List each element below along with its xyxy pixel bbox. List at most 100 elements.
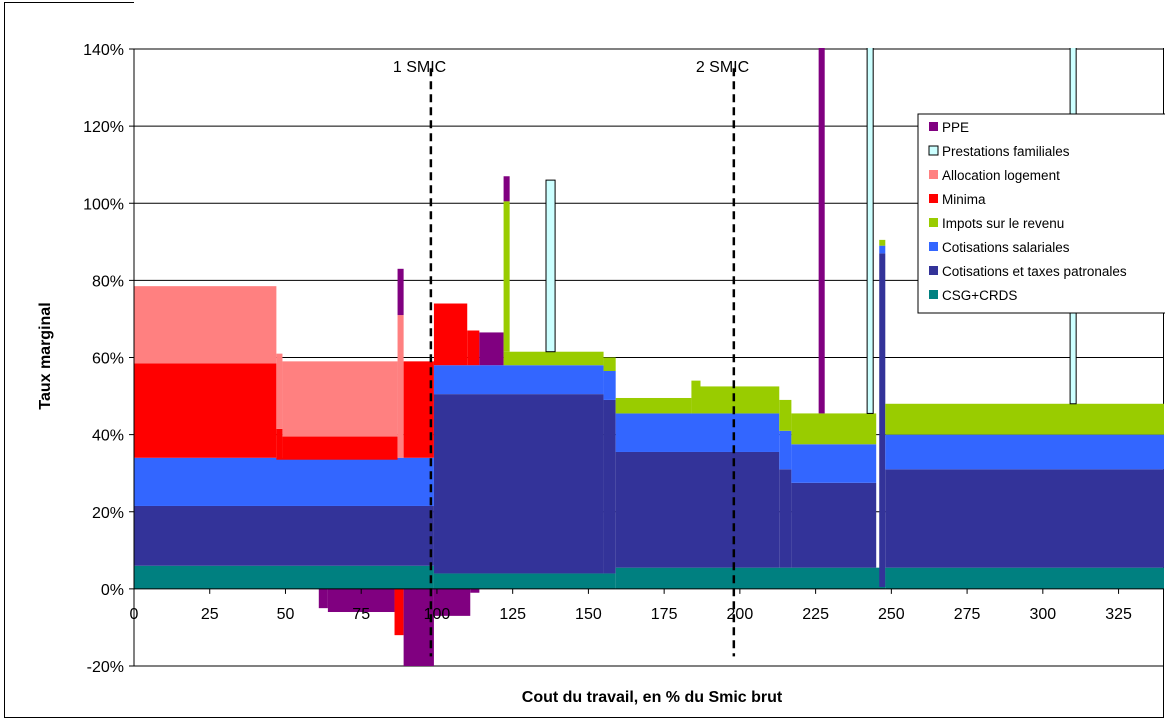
x-tick-label: 225: [802, 606, 829, 623]
legend-swatch-cotisations-et-taxes-patronales: [929, 266, 938, 275]
segment-ppe: [470, 588, 480, 593]
segment-impots-sur-le-revenu: [700, 386, 780, 414]
segment-csg-crds: [433, 573, 616, 589]
x-tick-label: 275: [954, 606, 981, 623]
legend-label: Impots sur le revenu: [942, 216, 1064, 231]
reference-line-label: 1 SMIC: [393, 59, 446, 76]
stacked-segments: [134, 0, 1164, 666]
segment-ppe: [433, 588, 471, 616]
segment-ppe: [397, 268, 404, 316]
segment-cotisations-salariales: [779, 430, 792, 470]
segment-minima: [276, 428, 283, 460]
x-tick-label: 175: [651, 606, 678, 623]
segment-ppe: [479, 332, 504, 366]
segment-cotisations-et-taxes-patronales: [879, 253, 886, 587]
y-tick-label: 0%: [101, 582, 124, 599]
segment-csg-crds: [885, 567, 1164, 589]
x-tick-label: 325: [1105, 606, 1132, 623]
segment-csg-crds: [134, 565, 434, 589]
segment-allocation-logement: [134, 286, 277, 364]
legend-label: PPE: [942, 120, 969, 135]
segment-minima: [394, 588, 404, 636]
x-tick-label: 0: [130, 606, 139, 623]
segment-ppe: [318, 588, 328, 609]
y-tick-label: 40%: [92, 428, 124, 445]
segment-impots-sur-le-revenu: [503, 201, 510, 352]
legend-box: [917, 113, 1165, 314]
y-axis-title: Taux marginal: [37, 302, 54, 409]
legend-label: Allocation logement: [942, 168, 1060, 183]
y-tick-label: 120%: [83, 119, 124, 136]
segment-cotisations-et-taxes-patronales: [603, 399, 616, 574]
segment-minima: [467, 330, 480, 366]
axes: -20% 0% 20% 40% 60% 80% 100% 120% 140% 0 25 50 75 100…: [83, 42, 1132, 676]
y-tick-label: 100%: [83, 196, 124, 213]
x-tick-label: 100: [424, 606, 451, 623]
legend-swatch-csg-crds: [929, 290, 938, 299]
x-axis-title: Cout du travail, en % du Smic brut: [522, 689, 783, 706]
segment-ppe: [818, 41, 825, 414]
segment-cotisations-salariales: [615, 413, 780, 452]
x-tick-label: 250: [878, 606, 905, 623]
segment-impots-sur-le-revenu: [615, 397, 692, 414]
x-tick-label: 200: [727, 606, 754, 623]
y-tick-label: -20%: [87, 659, 124, 676]
segment-ppe: [403, 588, 434, 666]
legend-swatch-prestations-familiales: [928, 145, 939, 156]
y-tick-label: 80%: [92, 273, 124, 290]
segment-cotisations-et-taxes-patronales: [779, 469, 792, 568]
x-tick-label: 125: [499, 606, 526, 623]
y-tick-label: 140%: [83, 42, 124, 59]
segment-impots-sur-le-revenu: [603, 357, 616, 371]
segment-cotisations-et-taxes-patronales: [134, 505, 434, 566]
legend-swatch-ppe: [929, 122, 938, 131]
legend-label: Cotisations et taxes patronales: [942, 264, 1127, 279]
plot-top-mask: [134, 0, 1164, 48]
segment-cotisations-salariales: [791, 444, 877, 483]
segment-cotisations-salariales: [603, 370, 616, 400]
segment-allocation-logement: [282, 361, 398, 437]
segment-impots-sur-le-revenu: [885, 403, 1164, 435]
legend-label: Prestations familiales: [942, 144, 1070, 159]
y-tick-label: 20%: [92, 505, 124, 522]
segment-prestations-familiales: [545, 179, 556, 353]
reference-line-label: 2 SMIC: [696, 59, 749, 76]
legend-swatch-impots-sur-le-revenu: [929, 218, 938, 227]
segment-minima: [433, 303, 468, 366]
segment-impots-sur-le-revenu: [691, 380, 701, 414]
x-tick-label: 75: [352, 606, 370, 623]
segment-cotisations-salariales: [885, 434, 1164, 470]
x-tick-label: 50: [277, 606, 295, 623]
segment-cotisations-salariales: [879, 245, 886, 254]
y-tick-label: 60%: [92, 351, 124, 368]
legend-swatch-allocation-logement: [929, 170, 938, 179]
segment-minima: [403, 361, 434, 458]
segment-impots-sur-le-revenu: [791, 413, 877, 445]
x-tick-label: 25: [201, 606, 219, 623]
segment-cotisations-et-taxes-patronales: [615, 451, 780, 568]
legend: PPE Prestations familiales Allocation loge…: [917, 113, 1165, 314]
reference-lines: 1 SMIC 2 SMIC: [393, 59, 749, 657]
segment-allocation-logement: [397, 315, 404, 458]
legend-label: Minima: [942, 192, 986, 207]
x-tick-label: 150: [575, 606, 602, 623]
segment-cotisations-et-taxes-patronales: [791, 482, 877, 568]
segment-ppe: [327, 588, 395, 613]
segment-prestations-familiales: [866, 40, 874, 414]
segment-cotisations-salariales: [134, 457, 434, 506]
segment-impots-sur-le-revenu: [779, 399, 792, 431]
segment-minima: [134, 363, 277, 458]
legend-swatch-minima: [929, 194, 938, 203]
legend-label: Cotisations salariales: [942, 240, 1070, 255]
segment-minima: [282, 436, 398, 460]
segment-impots-sur-le-revenu: [503, 351, 604, 366]
segment-cotisations-et-taxes-patronales: [433, 394, 604, 574]
x-tick-label: 300: [1029, 606, 1056, 623]
legend-label: CSG+CRDS: [942, 288, 1017, 303]
segment-allocation-logement: [276, 353, 283, 429]
legend-swatch-cotisations-salariales: [929, 242, 938, 251]
segment-impots-sur-le-revenu: [879, 239, 886, 246]
segment-csg-crds: [615, 567, 886, 589]
segment-cotisations-et-taxes-patronales: [885, 469, 1164, 568]
